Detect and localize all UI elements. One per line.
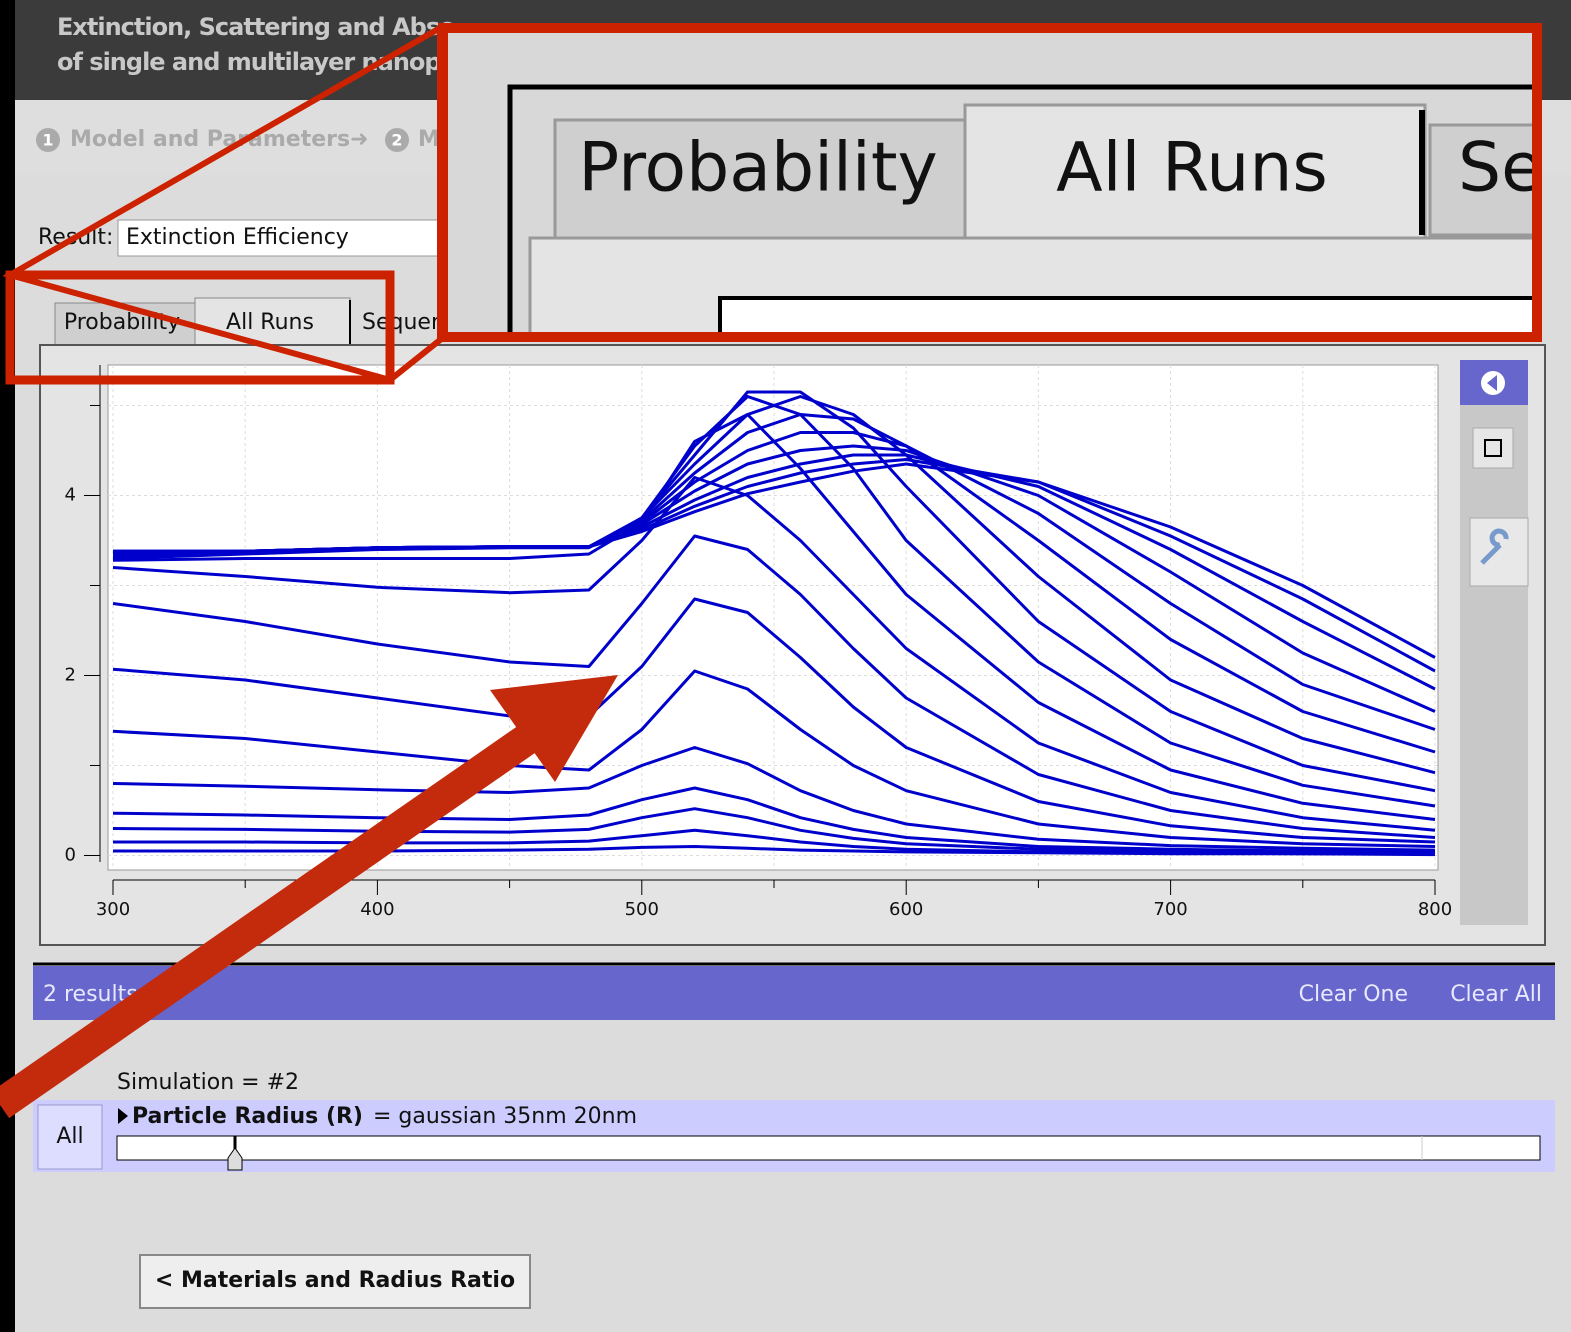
tab-label[interactable]: Sequence [362, 310, 471, 335]
nav-button-label: < Materials and Radius Ratio [155, 1268, 515, 1293]
tab-label: All Runs [226, 310, 314, 335]
step-arrow: ➜ [350, 127, 368, 152]
x-tick-label: 300 [96, 899, 130, 920]
data-line [112, 476, 1436, 832]
tab-label: Probability [64, 310, 180, 335]
toolbar-button[interactable] [1469, 517, 1529, 587]
y-tick-label: 0 [65, 845, 76, 866]
annotation-arrow [0, 716, 550, 1119]
x-tick-label: 700 [1153, 899, 1187, 920]
parameter-value: = gaussian 35nm 20nm [373, 1104, 637, 1129]
step-badge [385, 128, 409, 152]
step-number: 2 [391, 131, 402, 150]
parameter-name: Particle Radius (R) [132, 1104, 363, 1129]
zoom-tab-label: Probability [578, 129, 937, 208]
data-line [112, 534, 1436, 839]
nav-button[interactable] [139, 1254, 531, 1309]
toolbar-button[interactable] [1472, 427, 1514, 469]
step-badge [36, 128, 60, 152]
data-line [113, 462, 1436, 659]
step-number: 1 [42, 131, 53, 150]
x-tick-label: 500 [625, 899, 659, 920]
y-tick-label: 2 [65, 665, 76, 686]
title-line: Extinction, Scattering and Abso [57, 13, 455, 41]
zoom-tab-label: Se [1458, 129, 1543, 208]
plot-area [107, 364, 1439, 871]
slider[interactable] [116, 1135, 1541, 1161]
result-value: Extinction Efficiency [126, 225, 349, 250]
zoom-tab-label: All Runs [1056, 129, 1328, 208]
callout-box [438, 23, 1542, 342]
clear-one[interactable]: Clear One [1299, 982, 1408, 1007]
data-line [112, 746, 1436, 852]
slider-handle[interactable] [227, 1147, 243, 1171]
x-tick-label: 600 [889, 899, 923, 920]
y-tick-label: 4 [65, 485, 76, 506]
x-tick-label: 400 [360, 899, 394, 920]
zoom-view: Probability All Runs Se [445, 30, 1543, 335]
chart: 0 2 4 300 400 500 600 700 800 [65, 365, 1452, 920]
title-line: of single and multilayer nanopa [57, 48, 456, 76]
lines [112, 390, 1436, 857]
all-button[interactable] [37, 1104, 103, 1170]
grid [108, 365, 1438, 869]
data-line [112, 395, 1436, 808]
data-line [112, 669, 1436, 848]
tab-row: Probability All Runs Sequence [54, 297, 471, 347]
annotation-arrowhead [490, 675, 618, 782]
step-label[interactable]: Model and Parameters [70, 127, 350, 152]
x-tick-label: 800 [1418, 899, 1452, 920]
results-bar [33, 966, 1555, 1020]
data-line [113, 828, 1435, 856]
step-label[interactable]: M [418, 127, 440, 152]
tab[interactable] [54, 302, 196, 346]
callout-box [5, 270, 395, 385]
all-label: All [56, 1124, 83, 1149]
simulation-label: Simulation = #2 [117, 1070, 299, 1095]
clear-all[interactable]: Clear All [1450, 982, 1542, 1007]
data-line [112, 597, 1436, 844]
